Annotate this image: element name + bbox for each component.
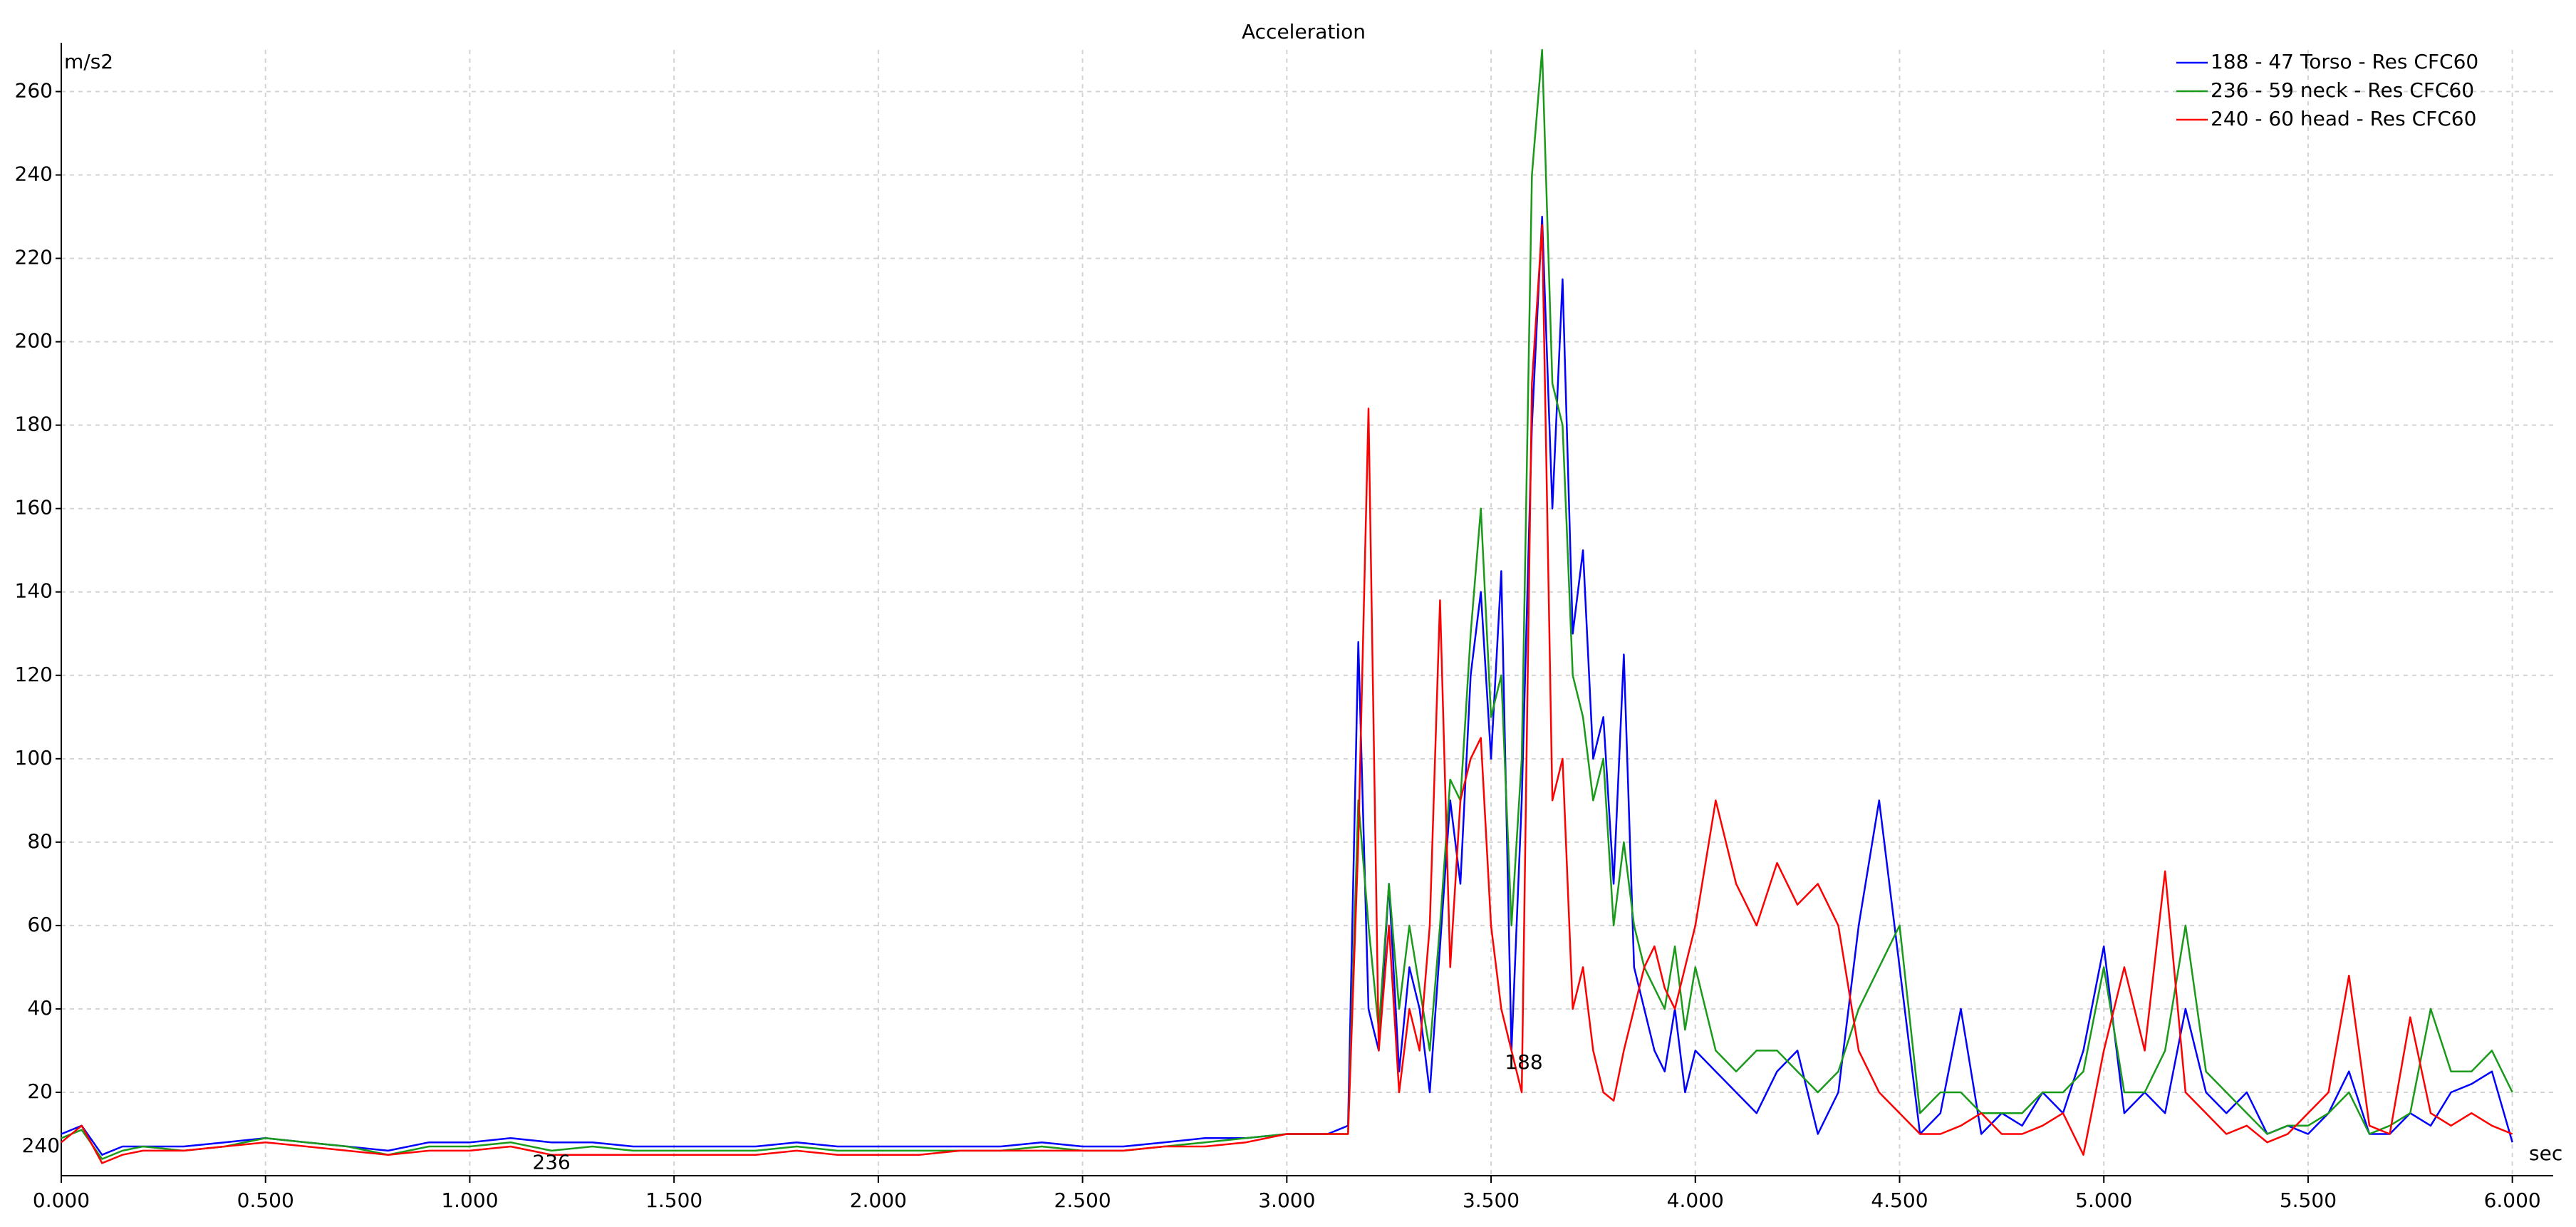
y-tick-label: 120 [15,663,53,686]
x-tick-label: 5.500 [2280,1189,2337,1212]
x-tick-label: 4.000 [1667,1189,1724,1212]
y-tick-label: 240 [15,162,53,186]
y-tick-label: 200 [15,329,53,353]
x-tick-label: 0.500 [237,1189,294,1212]
y-tick-label: 60 [27,913,53,936]
y-tick-label: 140 [15,579,53,603]
y-tick-label: 40 [27,996,53,1020]
x-tick-label: 3.000 [1258,1189,1315,1212]
series-line [61,48,2513,1160]
annotation: 236 [532,1150,570,1174]
annotation: 240 [22,1134,60,1157]
y-tick-label: 260 [15,79,53,103]
x-tick-label: 1.000 [441,1189,498,1212]
x-tick-label: 1.500 [645,1189,702,1212]
y-tick-label: 20 [27,1080,53,1103]
x-tick-label: 3.500 [1463,1189,1520,1212]
chart-title: Acceleration [1242,20,1366,43]
x-tick-label: 0.000 [33,1189,90,1212]
y-tick-label: 180 [15,413,53,436]
legend-label: 236 - 59 neck - Res CFC60 [2211,78,2474,102]
annotation: 188 [1505,1050,1542,1074]
x-tick-label: 4.500 [1871,1189,1928,1212]
x-axis-label: sec [2529,1141,2562,1165]
legend-label: 240 - 60 head - Res CFC60 [2211,107,2476,130]
legend-label: 188 - 47 Torso - Res CFC60 [2211,50,2478,73]
y-tick-label: 220 [15,246,53,269]
x-tick-label: 6.000 [2484,1189,2541,1212]
x-tick-label: 5.000 [2075,1189,2132,1212]
x-tick-label: 2.500 [1054,1189,1111,1212]
x-tick-label: 2.000 [850,1189,907,1212]
y-tick-label: 80 [27,829,53,853]
series-line [61,224,2513,1164]
y-tick-label: 160 [15,496,53,519]
y-tick-label: 100 [15,746,53,770]
y-axis-label: m/s2 [64,50,113,73]
